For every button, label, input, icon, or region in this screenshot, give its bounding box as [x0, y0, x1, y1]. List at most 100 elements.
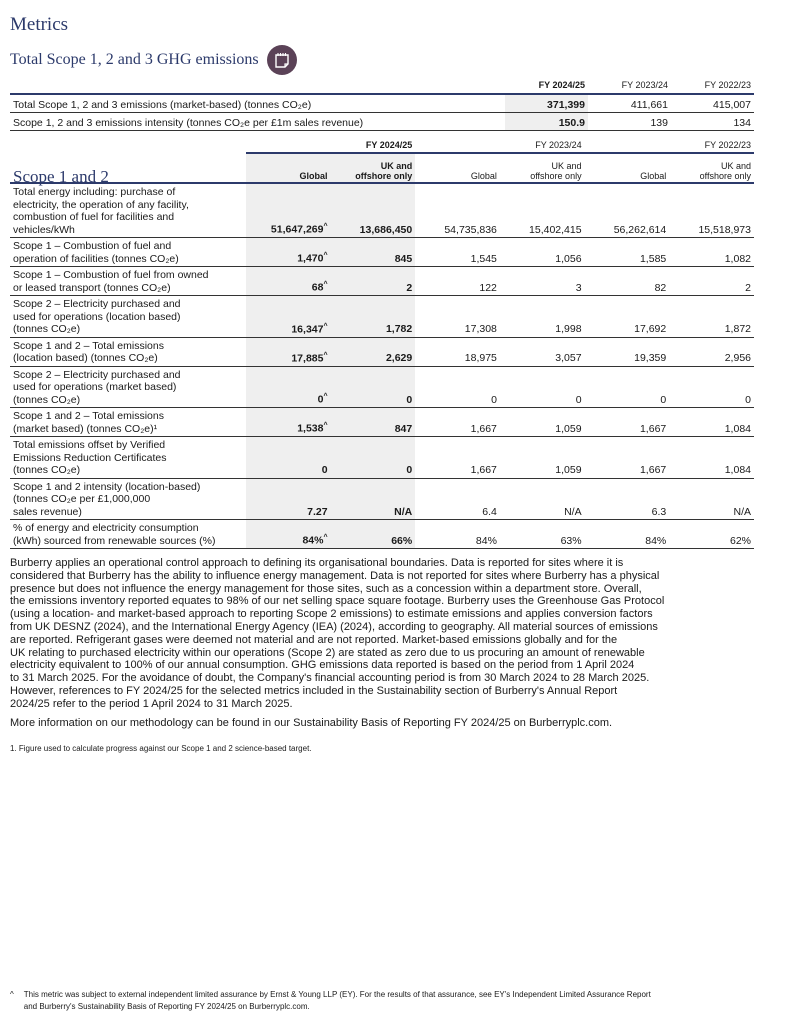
row-label: Scope 1 and 2 – Total emissions (locatio…: [10, 337, 246, 367]
cell-value: 415,007: [671, 93, 754, 113]
row-label: % of energy and electricity consumption …: [10, 519, 246, 549]
cell-value: 56,262,614: [613, 223, 667, 236]
cell-value: 17,885: [291, 352, 324, 364]
methodology-paragraph: Burberry applies an operational control …: [10, 557, 665, 710]
assurance-text: This metric was subject to external inde…: [23, 990, 651, 1011]
assurance-footnote: ^ This metric was subject to external in…: [10, 989, 651, 1013]
cell-value: 0: [317, 393, 324, 406]
cell-value: 82: [654, 281, 667, 294]
cell-value: 15,518,973: [698, 223, 751, 236]
table-heading: Scope 1 and 2: [10, 153, 246, 185]
blank-header: [10, 79, 505, 94]
cell-value: 68: [311, 281, 324, 294]
row-label: Scope 1 – Combustion of fuel and operati…: [10, 237, 246, 267]
cell-value: 134: [671, 112, 754, 131]
cell: 1,667: [584, 407, 670, 437]
table-row: Scope 2 – Electricity purchased and used…: [10, 295, 754, 338]
cell-value: N/A: [733, 505, 751, 518]
cell-value: 1,998: [555, 323, 582, 335]
cell-value: 0: [491, 393, 497, 406]
table-row: Scope 1 – Combustion of fuel from owned …: [10, 266, 754, 296]
notes-icon: [266, 45, 297, 75]
cell: 3: [499, 266, 585, 296]
table-row: Scope 1 and 2 – Total emissions (locatio…: [10, 337, 754, 367]
cell-value: N/A: [564, 505, 582, 518]
cell-value: 84%: [302, 534, 324, 547]
cell-value: 0: [575, 393, 582, 406]
cell-value: 845: [394, 252, 413, 265]
cell: 0: [330, 436, 416, 479]
cell-value: 13,686,450: [359, 223, 413, 236]
column-header: FY 2023/24: [621, 80, 668, 90]
assurance-mark: ^: [323, 322, 328, 330]
subheader: UK and offshore only: [669, 153, 754, 184]
cell: 1,059: [499, 436, 585, 479]
cell: N/A: [669, 478, 754, 520]
cell: 0: [245, 436, 331, 479]
cell-value: 1,059: [555, 422, 582, 435]
cell: 1,059: [499, 407, 585, 437]
assurance-mark: ^: [323, 534, 328, 541]
assurance-mark: ^: [323, 252, 328, 259]
cell: 0: [669, 366, 754, 408]
page-title: Metrics: [10, 14, 69, 35]
cell: 15,518,973: [669, 183, 754, 238]
cell: 66%: [330, 519, 416, 549]
cell: 15,402,415: [499, 183, 585, 238]
table-row: Scope 2 – Electricity purchased and used…: [10, 366, 754, 408]
cell: 1,667: [584, 436, 670, 479]
cell: 2,629: [330, 337, 416, 367]
cell: 54,735,836: [415, 183, 500, 238]
cell: 1,782: [330, 295, 416, 338]
table-row: Scope 1, 2 and 3 emissions intensity (to…: [10, 112, 754, 131]
cell: 1,667: [415, 436, 500, 479]
cell-value: 0: [745, 393, 751, 406]
cell-value: 51,647,269: [270, 223, 324, 236]
year-header: FY 2022/23: [584, 139, 754, 154]
cell-value: 1,470: [297, 252, 324, 265]
cell-value: 2,956: [724, 352, 751, 364]
page-content: Metrics Total Scope 1, 2 and 3 GHG emiss…: [10, 14, 795, 754]
cell: 6.3: [584, 478, 670, 520]
cell: 56,262,614: [584, 183, 670, 238]
table-row: Scope 1 and 2 intensity (location-based)…: [10, 478, 754, 520]
cell: 0: [330, 366, 416, 408]
cell-value: 1,667: [470, 422, 497, 435]
cell-value: 18,975: [464, 352, 497, 364]
assurance-mark: ^: [323, 351, 328, 359]
cell: 3,057: [499, 337, 585, 367]
cell: 1,585: [584, 237, 670, 267]
cell-value: 16,347: [291, 323, 324, 335]
cell: 16,347^: [245, 295, 331, 338]
cell: 51,647,269^: [245, 183, 331, 238]
cell-value: 17,692: [634, 323, 667, 335]
section-title-text: Total Scope 1, 2 and 3 GHG emissions: [10, 51, 259, 68]
cell-value: 2,629: [385, 352, 413, 364]
cell-value: 150.9: [505, 112, 588, 131]
cell-value: 63%: [560, 534, 582, 547]
row-label: Scope 2 – Electricity purchased and used…: [10, 366, 246, 408]
cell-value: 1,872: [724, 323, 751, 335]
cell-value: 122: [479, 281, 497, 294]
cell: 17,308: [415, 295, 500, 338]
table-row: Total Scope 1, 2 and 3 emissions (market…: [10, 93, 754, 113]
cell: 0: [499, 366, 585, 408]
cell-value: 1,082: [724, 252, 751, 265]
row-label: Scope 1 and 2 – Total emissions (market …: [10, 407, 246, 437]
footnote-1: 1. Figure used to calculate progress aga…: [10, 743, 312, 753]
cell: 1,667: [415, 407, 500, 437]
cell: 0^: [245, 366, 331, 408]
cell-value: 62%: [729, 534, 751, 547]
cell-value: 1,667: [470, 464, 497, 476]
cell: 1,084: [669, 436, 754, 479]
cell: 1,056: [499, 237, 585, 267]
cell: 2: [669, 266, 754, 296]
more-info-text: More information on our methodology can …: [10, 716, 613, 729]
cell: N/A: [499, 478, 585, 520]
cell: 13,686,450: [330, 183, 416, 238]
section-title: Total Scope 1, 2 and 3 GHG emissions: [10, 45, 795, 75]
cell-value: 0: [406, 464, 413, 476]
assurance-marker: ^: [10, 990, 14, 999]
cell-value: 371,399: [505, 93, 588, 113]
cell-value: 1,056: [555, 252, 582, 265]
